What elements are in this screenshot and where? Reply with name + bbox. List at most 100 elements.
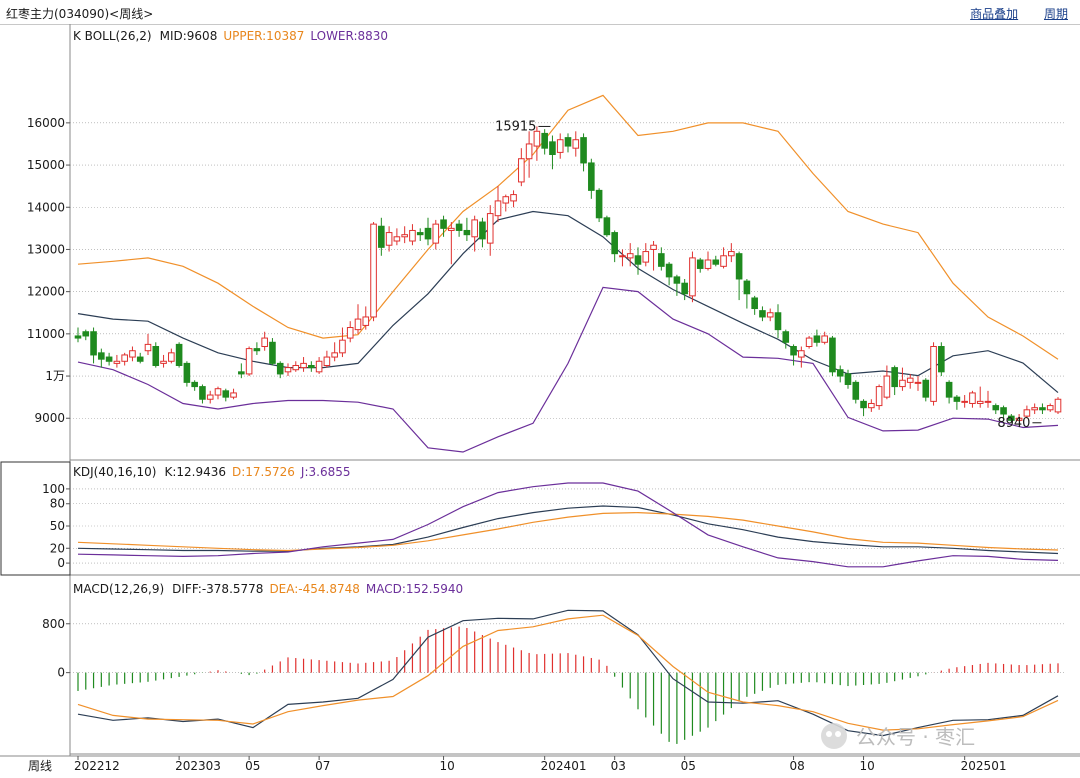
period-link[interactable]: 周期	[1043, 7, 1068, 21]
candle-body	[1008, 415, 1015, 421]
candle-body	[409, 229, 416, 242]
legend-entry: DEA:-454.8748	[269, 582, 359, 596]
candle-body	[712, 259, 720, 265]
candle-body	[370, 223, 377, 318]
boll-lower-line	[77, 286, 1059, 453]
candle-body	[222, 390, 230, 398]
candle-body	[619, 255, 626, 258]
candle-body	[315, 360, 323, 373]
candle-body	[455, 223, 463, 231]
candle-body	[331, 352, 338, 358]
candle-body	[790, 346, 797, 356]
candle-body	[401, 234, 408, 238]
candle-body	[144, 343, 152, 352]
chart-area[interactable]: 1600015000140001300012000110001万90001008…	[0, 24, 1080, 778]
y-tick-label: 16000	[27, 116, 65, 130]
legend-entry: MID:9608	[160, 29, 218, 43]
candle-body	[183, 362, 191, 383]
y-tick-label: 800	[42, 617, 65, 631]
macd-dea-line	[77, 614, 1059, 731]
legend-entry: LOWER:8830	[310, 29, 388, 43]
candle-body	[486, 213, 494, 244]
candle-body	[658, 253, 665, 267]
legend-entry: DIFF:-378.5778	[172, 582, 263, 596]
x-tick-label: 05	[245, 759, 260, 773]
y-tick-label: 50	[50, 519, 65, 533]
x-tick-label: 202212	[74, 759, 120, 773]
legend-entry: K:12.9436	[164, 465, 226, 479]
candle-body	[1031, 407, 1038, 411]
candle-body	[938, 346, 945, 373]
candle-body	[891, 367, 898, 388]
candle-body	[595, 189, 603, 219]
candle-body	[743, 280, 751, 295]
overlay-link[interactable]: 商品叠加	[970, 7, 1019, 21]
y-tick-label: 15000	[27, 158, 65, 172]
candle-body	[323, 356, 331, 366]
candle-body	[922, 379, 930, 398]
candle-body	[704, 259, 712, 269]
x-tick-label: 202303	[175, 759, 221, 773]
candle-body	[129, 350, 136, 358]
kdj-panel-marker	[0, 461, 71, 576]
kdj-j-line	[77, 482, 1059, 568]
y-tick-label: 100	[42, 482, 65, 496]
candle-body	[152, 346, 160, 366]
indicator-label: K BOLL(26,2)	[73, 29, 152, 43]
legend-entry: D:17.5726	[232, 465, 295, 479]
macd-diff-line	[77, 609, 1059, 737]
candle-body	[564, 137, 572, 147]
candle-body	[961, 400, 968, 403]
candle-body	[883, 375, 891, 398]
candle-body	[300, 362, 307, 369]
x-tick-label: 08	[790, 759, 805, 773]
watermark-icon	[821, 723, 847, 749]
candle-body	[82, 331, 90, 337]
candle-body	[471, 219, 478, 238]
candle-body	[1046, 405, 1054, 411]
candle-body	[751, 297, 758, 310]
candle-body	[953, 396, 961, 402]
candle-body	[238, 371, 245, 375]
candle-body	[1000, 407, 1007, 415]
candle-body	[253, 348, 261, 352]
header-links: 商品叠加 周期	[948, 5, 1068, 22]
x-tick-label: 202501	[961, 759, 1007, 773]
candle-body	[588, 162, 595, 191]
x-tick-label: 03	[611, 759, 626, 773]
watermark-text: 公众号 · 枣汇	[856, 725, 975, 749]
candle-body	[440, 219, 447, 229]
candle-body	[844, 373, 852, 385]
x-tick-label: 10	[860, 759, 875, 773]
candle-body	[1054, 398, 1062, 413]
candle-body	[805, 337, 813, 348]
candle-body	[611, 232, 618, 255]
indicator-label: KDJ(40,16,10)	[73, 465, 156, 479]
candle-body	[292, 364, 300, 371]
candle-body	[385, 232, 393, 246]
candle-body	[945, 381, 953, 398]
candle-body	[992, 405, 1000, 411]
candle-body	[136, 356, 144, 362]
watermark: 公众号 · 枣汇	[821, 723, 975, 749]
candle-body	[696, 259, 704, 269]
candle-body	[518, 158, 525, 183]
candle-body	[533, 130, 541, 147]
candle-body	[191, 381, 198, 388]
candle-body	[665, 263, 673, 278]
candle-body	[479, 221, 486, 240]
candle-body	[626, 253, 634, 259]
candle-body	[860, 400, 867, 409]
candle-body	[549, 141, 556, 156]
x-tick-label: 202401	[541, 759, 587, 773]
candle-body	[494, 200, 502, 217]
candle-body	[720, 255, 727, 267]
indicator-label: MACD(12,26,9)	[73, 582, 164, 596]
x-axis-name: 周线	[28, 759, 52, 773]
x-tick-label: 07	[315, 759, 330, 773]
candle-body	[914, 381, 922, 384]
candle-body	[113, 360, 121, 364]
candle-body	[105, 356, 113, 362]
candle-body	[525, 143, 533, 160]
annotation-high: 15915	[495, 119, 536, 134]
